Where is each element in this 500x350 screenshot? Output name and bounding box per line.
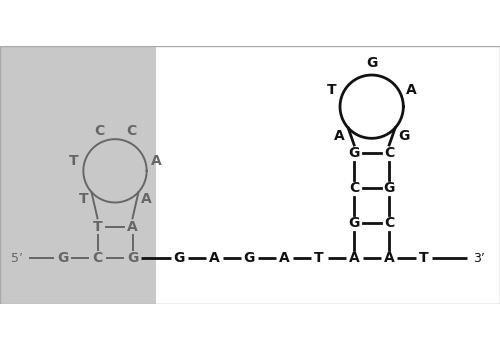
Text: G: G xyxy=(57,251,68,265)
Text: A: A xyxy=(349,251,360,265)
Text: G: G xyxy=(348,146,360,160)
Text: G: G xyxy=(366,56,378,70)
Text: T: T xyxy=(78,192,88,206)
Text: C: C xyxy=(384,216,394,230)
Text: T: T xyxy=(69,154,78,168)
Text: C: C xyxy=(384,146,394,160)
Text: G: G xyxy=(384,181,395,195)
Text: T: T xyxy=(314,251,324,265)
Text: A: A xyxy=(209,251,220,265)
Text: C: C xyxy=(94,125,104,139)
Text: C: C xyxy=(126,125,136,139)
Text: G: G xyxy=(348,216,360,230)
Text: T: T xyxy=(327,83,336,97)
Text: G: G xyxy=(398,129,409,143)
Text: G: G xyxy=(244,251,255,265)
Text: A: A xyxy=(334,129,345,143)
Text: C: C xyxy=(92,251,102,265)
Text: T: T xyxy=(92,220,102,234)
Text: 5’: 5’ xyxy=(10,252,22,265)
Text: 3’: 3’ xyxy=(473,252,485,265)
Text: T: T xyxy=(420,251,429,265)
Text: G: G xyxy=(127,251,138,265)
Text: A: A xyxy=(141,192,152,206)
Text: A: A xyxy=(279,251,289,265)
Text: A: A xyxy=(406,83,417,97)
Text: C: C xyxy=(349,181,360,195)
Text: A: A xyxy=(127,220,138,234)
Bar xyxy=(0,46,156,304)
Text: A: A xyxy=(384,251,394,265)
Text: G: G xyxy=(174,251,185,265)
Text: A: A xyxy=(151,154,162,168)
